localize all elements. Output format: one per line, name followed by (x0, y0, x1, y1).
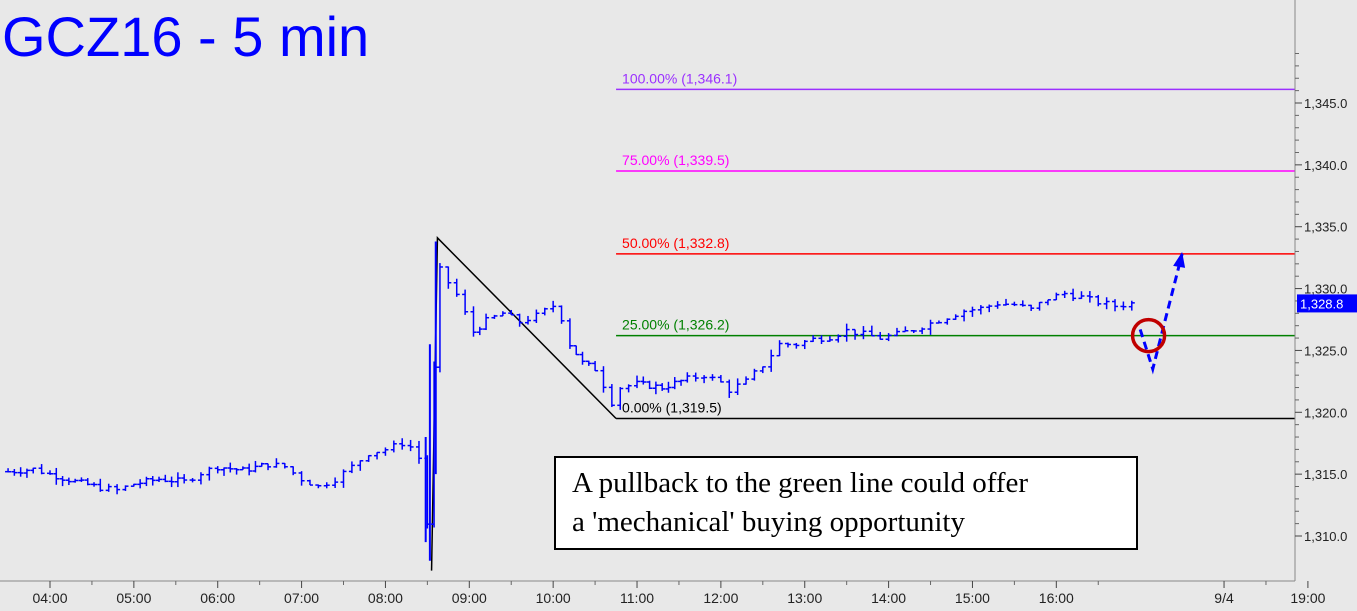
annotation-line: A pullback to the green line could offer (572, 467, 1028, 499)
x-tick-label: 08:00 (368, 590, 403, 606)
x-tick-label: 07:00 (284, 590, 319, 606)
x-tick-label: 06:00 (200, 590, 235, 606)
y-tick-label: 1,345.0 (1304, 96, 1347, 111)
x-tick-label: 15:00 (955, 590, 990, 606)
y-tick-label: 1,330.0 (1304, 282, 1347, 297)
projection (1130, 251, 1186, 375)
x-tick-label: 12:00 (703, 590, 738, 606)
x-tick-label: 04:00 (32, 590, 67, 606)
projection-arrowhead (1173, 251, 1186, 268)
x-tick-label: 19:00 (1290, 590, 1325, 606)
y-tick-label: 1,310.0 (1304, 529, 1347, 544)
fib-levels: 100.00% (1,346.1) 75.00% (1,339.5) 50.00% … (616, 70, 1295, 420)
fib-label: 50.00% (1,332.8) (622, 235, 729, 251)
fib-label: 100.00% (1,346.1) (622, 70, 737, 86)
fib-label: 25.00% (1,326.2) (622, 317, 729, 333)
fib-label: 75.00% (1,339.5) (622, 152, 729, 168)
x-tick-label: 13:00 (787, 590, 822, 606)
projection-line (1138, 253, 1184, 375)
annotation-box: A pullback to the green line could offer… (554, 456, 1138, 550)
x-axis: 04:00 05:00 06:00 07:00 08:00 09:00 10:00 11:00… (32, 581, 1326, 606)
price-bars (5, 241, 1135, 561)
entry-circle (1130, 317, 1167, 354)
y-tick-label: 1,335.0 (1304, 220, 1347, 235)
annotation-line: a 'mechanical' buying opportunity (572, 506, 965, 538)
x-tick-label: 11:00 (620, 590, 654, 606)
y-tick-label: 1,315.0 (1304, 467, 1347, 482)
chart-title: GCZ16 - 5 min (2, 5, 369, 68)
y-axis: 1,310.0 1,315.0 1,320.0 1,325.0 1,330.0 1,335… (1295, 53, 1357, 544)
x-tick-label: 9/4 (1214, 590, 1234, 606)
x-tick-label: 14:00 (871, 590, 906, 606)
x-tick-label: 16:00 (1039, 590, 1074, 606)
fib-label: 0.00% (1,319.5) (622, 399, 722, 415)
annotation-text: A pullback to the green line could offer… (572, 467, 1028, 538)
x-tick-label: 10:00 (536, 590, 571, 606)
y-tick-label: 1,325.0 (1304, 343, 1347, 358)
y-tick-label: 1,320.0 (1304, 405, 1347, 420)
x-tick-label: 09:00 (452, 590, 487, 606)
x-tick-label: 05:00 (116, 590, 151, 606)
last-price-label: 1,328.8 (1300, 296, 1343, 311)
y-tick-label: 1,340.0 (1304, 158, 1347, 173)
last-price-tag (1297, 294, 1357, 313)
